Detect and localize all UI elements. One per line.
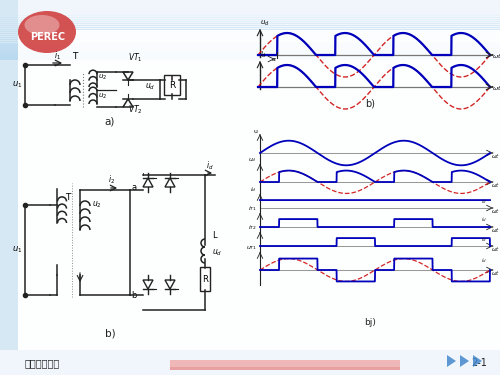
Bar	[0, 50, 500, 52]
Ellipse shape	[24, 15, 59, 35]
Text: bj): bj)	[364, 318, 376, 327]
Bar	[0, 23, 500, 24]
Polygon shape	[473, 355, 482, 367]
Bar	[0, 58, 500, 60]
Text: PEREC: PEREC	[30, 32, 65, 42]
Text: $i_d$: $i_d$	[481, 196, 487, 206]
Text: 电力电子技术: 电力电子技术	[25, 358, 60, 368]
Bar	[170, 367, 400, 370]
Text: $u_d$: $u_d$	[145, 82, 155, 93]
Bar	[0, 52, 500, 54]
Bar	[0, 48, 500, 50]
Text: $\omega t$: $\omega t$	[491, 181, 500, 189]
Text: $i_d$: $i_d$	[481, 256, 487, 265]
Text: 2-1: 2-1	[471, 358, 487, 368]
Text: b): b)	[104, 328, 116, 338]
Bar	[0, 31, 500, 32]
Bar	[0, 37, 500, 38]
Text: $u_2$: $u_2$	[92, 200, 102, 210]
Polygon shape	[460, 355, 469, 367]
Ellipse shape	[18, 11, 76, 53]
Text: $\omega t$: $\omega t$	[492, 52, 500, 60]
Text: $\omega t$: $\omega t$	[491, 245, 500, 253]
Text: $\alpha$: $\alpha$	[272, 56, 278, 63]
Text: $VT_2$: $VT_2$	[128, 103, 142, 116]
Text: $i_{T2}$: $i_{T2}$	[248, 223, 257, 232]
Bar	[0, 350, 500, 375]
FancyBboxPatch shape	[164, 75, 180, 95]
Text: $i_d$: $i_d$	[250, 185, 257, 194]
Text: $\omega t$: $\omega t$	[491, 207, 500, 215]
Bar	[0, 21, 500, 22]
Text: $VT_1$: $VT_1$	[128, 51, 142, 63]
Text: b: b	[131, 291, 136, 300]
Text: $i_{T1}$: $i_{T1}$	[248, 204, 257, 213]
Bar	[0, 45, 500, 46]
Bar	[0, 25, 500, 26]
Text: T: T	[72, 52, 78, 61]
Text: L: L	[212, 231, 216, 240]
Polygon shape	[447, 355, 456, 367]
Text: a): a)	[105, 117, 115, 127]
Text: $i_d$: $i_d$	[260, 50, 267, 60]
FancyBboxPatch shape	[200, 267, 210, 291]
Text: $u_d$: $u_d$	[248, 156, 257, 164]
Text: R: R	[202, 274, 208, 284]
Text: $\omega t$: $\omega t$	[491, 269, 500, 277]
Text: $i_d$: $i_d$	[206, 159, 214, 171]
Text: $u_d$: $u_d$	[212, 248, 222, 258]
Text: a: a	[131, 183, 136, 192]
Bar	[0, 56, 500, 58]
Text: $u_1$: $u_1$	[12, 80, 22, 90]
Bar	[0, 39, 500, 40]
Bar	[0, 35, 500, 36]
Text: R: R	[169, 81, 175, 90]
Bar	[0, 40, 500, 42]
Text: $i_d$: $i_d$	[481, 216, 487, 225]
Text: $\omega t$: $\omega t$	[491, 226, 500, 234]
Text: $i_d$: $i_d$	[481, 235, 487, 243]
Bar	[0, 13, 500, 14]
Text: $u_1$: $u_1$	[12, 245, 22, 255]
FancyBboxPatch shape	[0, 0, 18, 375]
Text: b): b)	[365, 99, 375, 109]
Text: $u_{T1}$: $u_{T1}$	[246, 244, 257, 252]
Bar	[0, 15, 500, 16]
Bar	[0, 46, 500, 48]
Text: $i_2$: $i_2$	[108, 174, 116, 186]
Text: $\omega t$: $\omega t$	[492, 84, 500, 92]
Text: $u_2$: $u_2$	[98, 92, 107, 101]
Text: $u_2$: $u_2$	[98, 73, 107, 82]
Text: T: T	[66, 193, 70, 202]
Text: $\omega t$: $\omega t$	[491, 152, 500, 160]
Bar	[18, 30, 500, 350]
Bar	[0, 42, 500, 44]
Text: $i_1$: $i_1$	[54, 49, 60, 62]
Bar	[170, 360, 400, 370]
Bar	[0, 33, 500, 34]
Bar	[0, 27, 500, 28]
Bar	[0, 29, 500, 30]
Bar	[0, 54, 500, 56]
Text: u: u	[253, 129, 257, 134]
Text: $u_d$: $u_d$	[260, 19, 270, 28]
Bar	[0, 17, 500, 18]
